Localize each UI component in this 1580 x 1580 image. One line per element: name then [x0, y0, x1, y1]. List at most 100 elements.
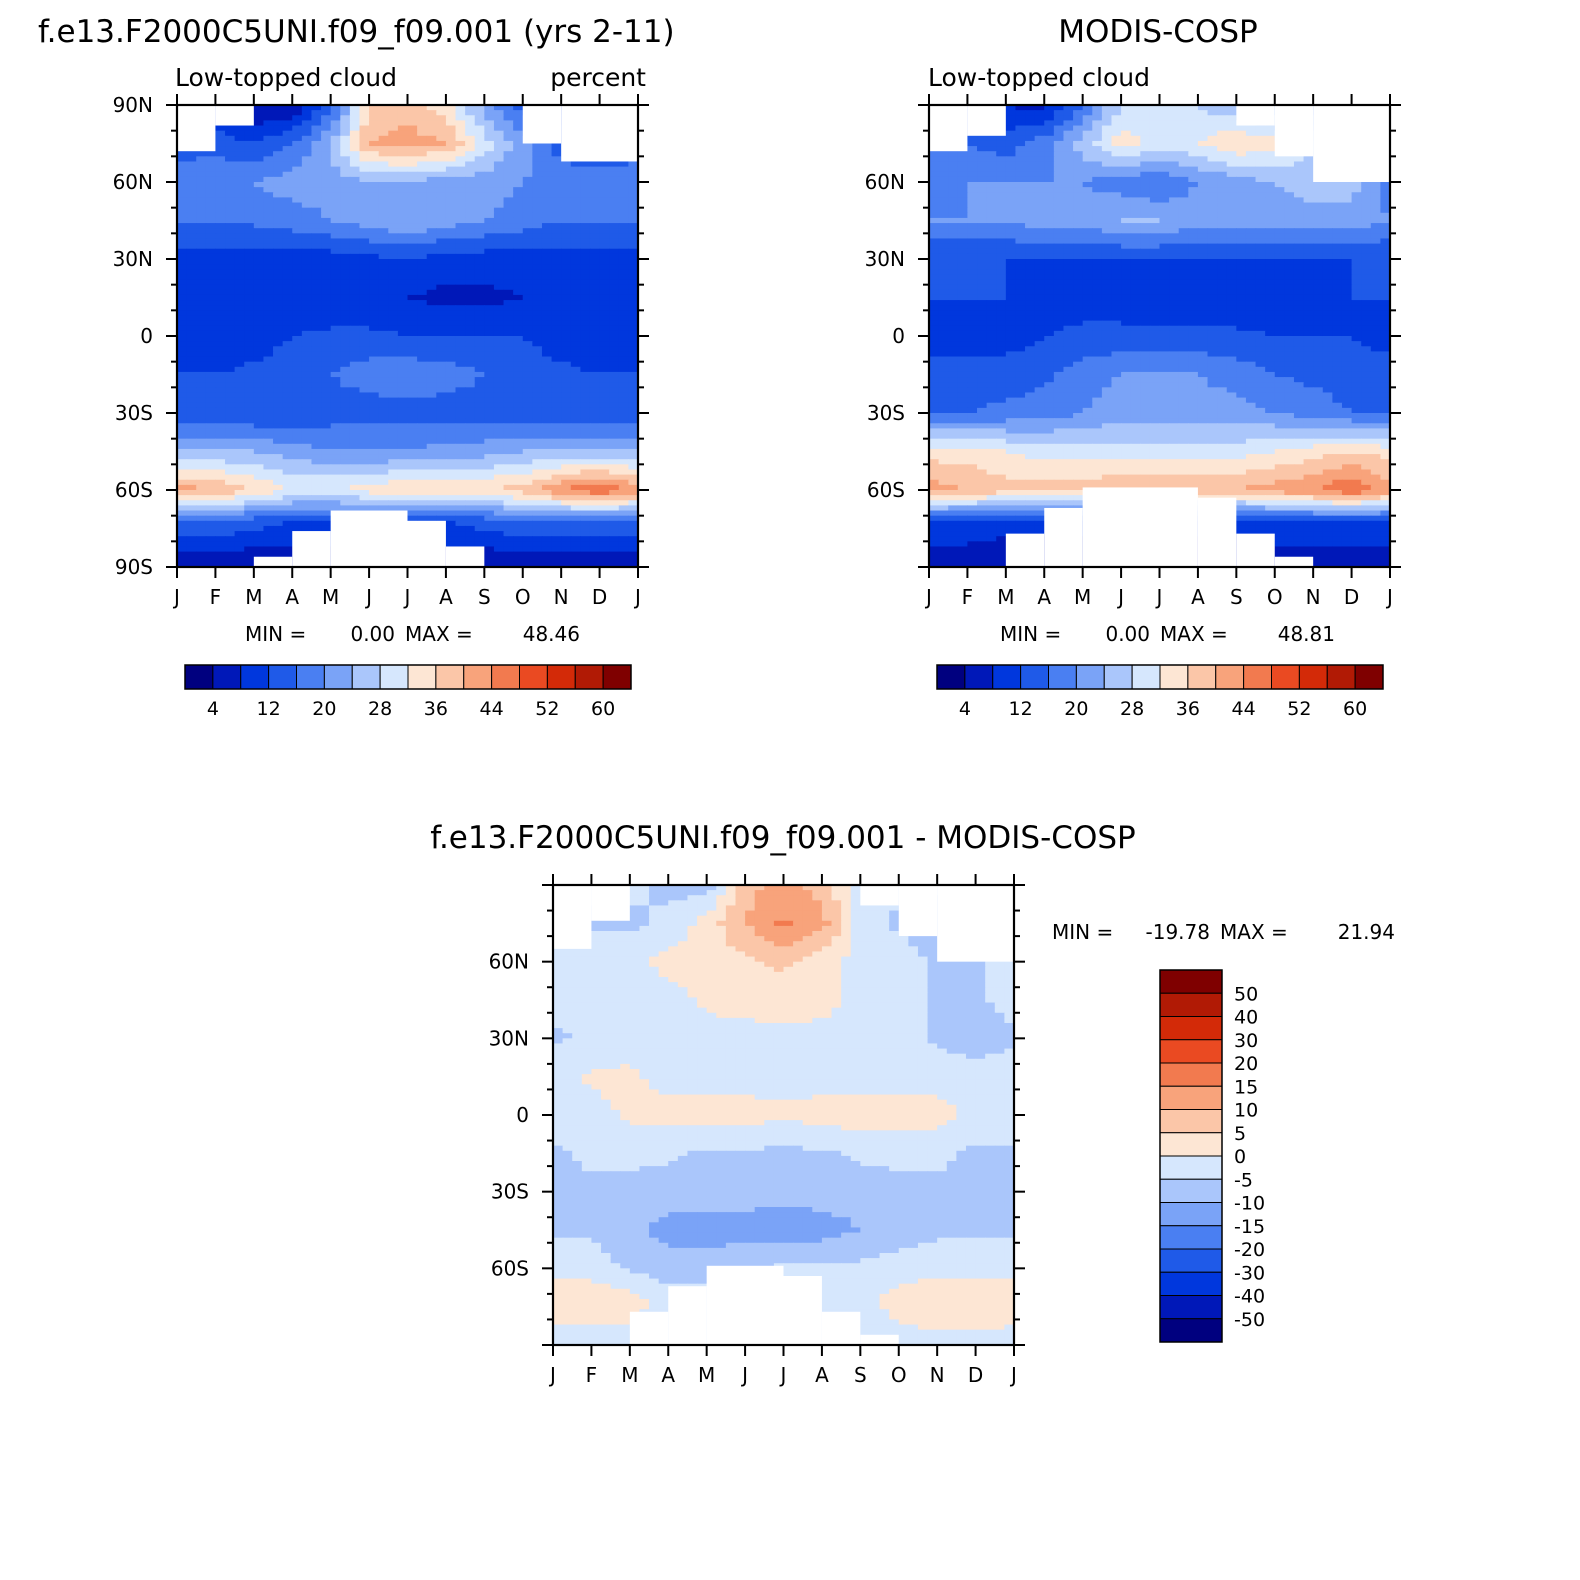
field-cell: [426, 433, 437, 440]
field-cell: [1092, 115, 1103, 121]
field-cell: [1130, 130, 1141, 137]
field-cell: [541, 541, 553, 548]
field-cell: [532, 161, 543, 168]
field-cell: [407, 474, 418, 481]
field-cell: [263, 135, 274, 142]
field-cell: [503, 284, 514, 291]
field-cell: [513, 443, 524, 450]
field-cell: [503, 212, 514, 219]
field-cell: [282, 387, 293, 394]
field-cell: [426, 192, 437, 198]
field-cell: [388, 289, 399, 296]
field-cell: [967, 161, 978, 168]
field-cell: [225, 289, 236, 296]
field-cell: [618, 377, 629, 383]
field-cell: [215, 407, 226, 414]
field-cell: [359, 264, 370, 270]
field-cell: [282, 156, 293, 163]
field-cell: [292, 484, 303, 491]
field-cell: [407, 305, 418, 311]
field-cell: [282, 166, 293, 173]
field-cell: [541, 187, 553, 193]
field-cell: [1149, 130, 1161, 137]
field-cell: [205, 197, 217, 204]
field-cell: [628, 361, 639, 368]
field-cell: [580, 182, 591, 188]
field-cell: [484, 407, 495, 414]
field-cell: [378, 212, 389, 219]
field-cell: [1005, 115, 1017, 121]
field-cell: [397, 495, 409, 501]
field-cell: [455, 387, 466, 394]
field-cell: [580, 479, 591, 486]
field-cell: [503, 274, 514, 281]
field-cell: [177, 377, 188, 383]
field-cell: [196, 407, 207, 414]
field-cell: [532, 274, 543, 281]
field-cell: [599, 536, 610, 542]
field-cell: [215, 182, 226, 188]
field-cell: [570, 279, 581, 286]
field-cell: [234, 197, 245, 204]
field-cell: [330, 443, 341, 450]
field-cell: [484, 536, 495, 542]
field-cell: [388, 151, 399, 157]
field-cell: [177, 448, 188, 455]
field-cell: [263, 464, 274, 471]
field-cell: [609, 243, 620, 250]
field-cell: [205, 561, 217, 568]
field-cell: [321, 418, 332, 424]
field-cell: [465, 520, 476, 527]
field-cell: [493, 264, 505, 270]
field-cell: [349, 490, 361, 496]
field-cell: [186, 300, 197, 306]
field-cell: [561, 479, 572, 486]
colorbar-swatch: [519, 664, 548, 690]
field-cell: [1140, 140, 1151, 147]
field-cell: [311, 279, 322, 286]
field-cell: [186, 490, 197, 496]
field-cell: [1255, 135, 1266, 142]
field-cell: [474, 356, 485, 363]
field-cell: [493, 454, 505, 460]
field-cell: [407, 397, 418, 404]
field-cell: [177, 238, 188, 245]
field-cell: [359, 325, 370, 332]
field-cell: [311, 325, 322, 332]
field-cell: [263, 505, 274, 512]
field-cell: [484, 561, 495, 568]
field-cell: [263, 305, 274, 311]
field-cell: [551, 464, 562, 471]
field-cell: [225, 484, 236, 491]
field-cell: [436, 423, 447, 429]
field-cell: [311, 151, 322, 157]
field-cell: [513, 413, 524, 419]
colorbar-tick-label: 12: [257, 698, 281, 720]
field-cell: [177, 474, 188, 481]
field-cell: [244, 510, 255, 517]
field-cell: [609, 223, 620, 229]
field-cell: [465, 259, 476, 265]
field-cell: [378, 197, 389, 204]
field-cell: [580, 325, 591, 332]
field-cell: [186, 284, 197, 291]
field-cell: [292, 392, 303, 399]
field-cell: [1005, 120, 1017, 127]
y-tick-label: 60S: [115, 478, 153, 502]
field-cell: [340, 228, 351, 234]
field-cell: [1197, 130, 1209, 137]
field-cell: [503, 192, 514, 198]
field-cell: [244, 382, 255, 388]
field-cell: [465, 156, 476, 163]
field-cell: [273, 217, 284, 224]
field-cell: [369, 315, 380, 322]
field-cell: [1197, 115, 1209, 121]
field-cell: [215, 197, 226, 204]
field-cell: [561, 541, 572, 548]
field-cell: [407, 105, 418, 111]
field-cell: [397, 182, 409, 188]
field-cell: [503, 243, 514, 250]
field-cell: [445, 315, 457, 322]
field-cell: [349, 341, 361, 347]
field-cell: [330, 407, 341, 414]
